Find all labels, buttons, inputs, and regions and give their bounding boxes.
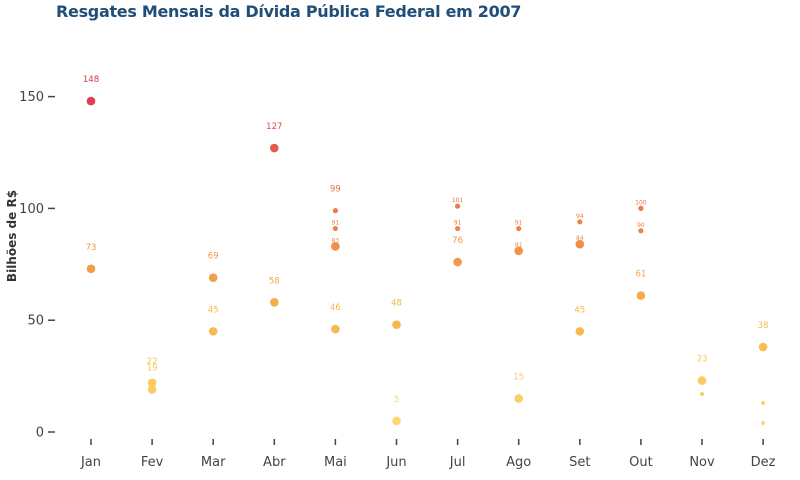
x-tick-label-nov: Nov [689, 455, 715, 470]
point-nov-26 [697, 376, 707, 385]
data-label-jan-0: 73 [86, 243, 97, 253]
data-label-out-25: 100 [635, 199, 647, 206]
point-mar-4 [208, 327, 218, 336]
point-mai-11 [331, 242, 340, 251]
y-axis: 0 50 100 150 [19, 90, 55, 441]
point-ago-17 [514, 394, 523, 403]
x-tick-label-jul: Jul [449, 455, 466, 470]
x-tick-label-abr: Abr [263, 455, 286, 470]
data-label-abr-7: 127 [266, 122, 282, 132]
point-dez-30 [761, 400, 766, 405]
point-dez-29 [761, 421, 766, 426]
point-jun-13 [392, 416, 401, 426]
point-ago-19 [516, 225, 522, 232]
data-label-jul-16: 101 [452, 197, 464, 204]
data-label-out-24: 90 [637, 222, 645, 229]
point-out-23 [636, 291, 646, 300]
data-label-jul-14: 76 [452, 236, 463, 246]
data-label-mar-4: 45 [208, 305, 219, 315]
data-label-jun-12: 48 [391, 299, 402, 309]
x-tick-label-out: Out [629, 455, 653, 470]
y-tick-label-150: 150 [19, 90, 44, 105]
point-fev-3 [147, 385, 157, 394]
data-label-mai-9: 99 [330, 185, 341, 195]
data-label-ago-19: 91 [515, 220, 523, 227]
data-label-jul-15: 91 [454, 220, 462, 227]
point-jul-16 [455, 203, 461, 209]
x-tick-label-set: Set [569, 455, 590, 470]
x-tick-label-mar: Mar [201, 455, 226, 470]
point-set-20 [575, 327, 585, 336]
x-tick-label-ago: Ago [506, 455, 531, 470]
point-mai-10 [332, 225, 338, 232]
point-out-24 [638, 228, 644, 234]
point-abr-7 [270, 143, 279, 153]
point-jan-1 [86, 96, 96, 106]
point-out-25 [638, 205, 644, 211]
data-label-set-22: 94 [576, 213, 584, 220]
data-label-set-20: 45 [574, 305, 585, 315]
point-jul-15 [455, 225, 461, 232]
y-tick-label-0: 0 [36, 426, 44, 441]
x-tick-label-jan: Jan [80, 455, 101, 470]
point-mar-5 [208, 273, 218, 283]
point-ago-18 [514, 246, 523, 256]
data-label-out-23: 61 [635, 270, 646, 280]
data-label-mar-5: 69 [208, 252, 219, 262]
point-mai-8 [331, 324, 340, 334]
data-label-mai-8: 46 [330, 303, 341, 313]
point-set-21 [575, 239, 585, 249]
chart-title: Resgates Mensais da Dívida Pública Feder… [56, 2, 522, 21]
data-label-abr-6: 58 [269, 276, 280, 286]
point-dez-28 [758, 342, 768, 352]
point-jul-14 [453, 257, 462, 267]
y-tick-label-100: 100 [19, 202, 44, 217]
y-axis-title: Bilhões de R$ [5, 190, 19, 282]
x-tick-label-mai: Mai [324, 455, 347, 470]
data-label-mai-10: 91 [332, 220, 340, 227]
data-label-jun-13: 5 [394, 395, 399, 405]
point-abr-6 [270, 298, 279, 307]
x-axis: Jan Fev Mar Abr Mai Jun Jul Ago Set Out Nov Dez [80, 439, 776, 470]
point-set-22 [577, 219, 583, 225]
point-nov-27 [700, 391, 704, 396]
y-tick-label-50: 50 [27, 314, 44, 329]
data-label-fev-2: 22 [147, 357, 158, 367]
data-label-ago-17: 15 [513, 372, 524, 382]
data-label-mai-11: 83 [332, 237, 340, 244]
x-tick-label-dez: Dez [751, 455, 776, 470]
data-label-dez-28: 38 [758, 321, 769, 331]
point-mai-9 [332, 208, 338, 214]
x-tick-label-fev: Fev [141, 455, 164, 470]
data-label-nov-26: 23 [697, 355, 708, 365]
data-label-jan-1: 148 [83, 75, 99, 85]
data-label-fev-3: 19 [147, 364, 158, 374]
data-label-ago-18: 81 [515, 242, 523, 249]
point-fev-2 [147, 378, 157, 388]
point-jun-12 [392, 320, 401, 329]
point-jan-0 [86, 264, 96, 274]
x-tick-label-jun: Jun [385, 455, 406, 470]
data-label-set-21: 84 [576, 235, 584, 242]
